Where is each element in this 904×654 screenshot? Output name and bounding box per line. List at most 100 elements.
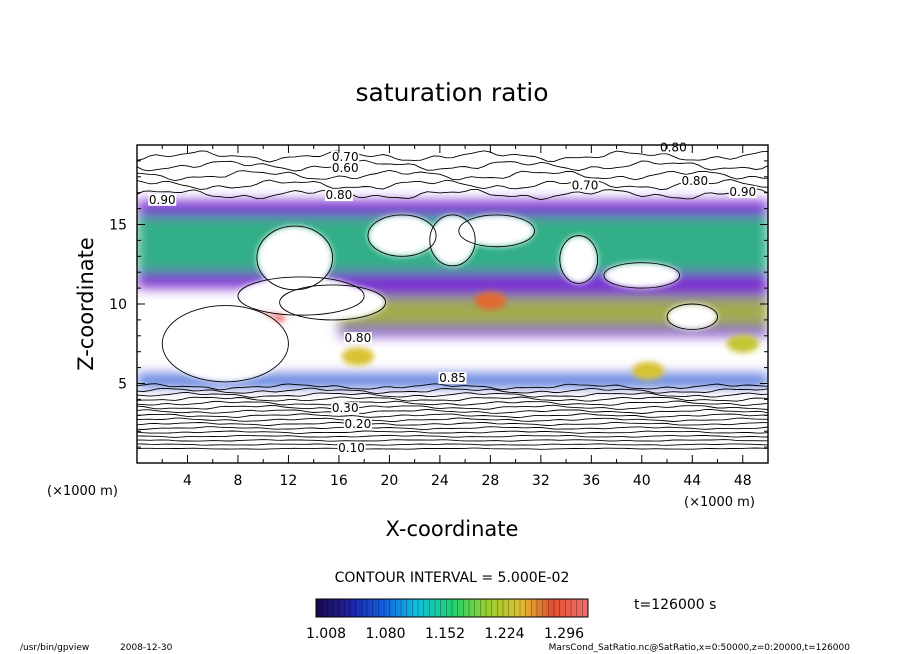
footer-source: MarsCond_SatRatio.nc@SatRatio,x=0:50000,… [549, 643, 851, 653]
contour-label-bg [343, 418, 372, 431]
x-tick-label: 16 [330, 473, 348, 489]
colorbar-tick-label: 1.296 [544, 626, 584, 642]
x-tick-label: 24 [431, 473, 449, 489]
contour-line [137, 391, 768, 398]
contour-label: 0.70 [332, 150, 359, 164]
contour-label-bg [337, 441, 366, 454]
chart-title: saturation ratio [355, 78, 548, 107]
contour-line [137, 421, 768, 426]
colorbar-tick-label: 1.224 [484, 626, 524, 642]
contour-label: 0.70 [572, 179, 599, 193]
contour-line [137, 179, 768, 191]
colorbar-tick-label: 1.008 [306, 626, 346, 642]
colorbar-tick-label: 1.080 [365, 626, 405, 642]
field-subsaturated [559, 235, 598, 284]
colorbar-tick-labels: 1.008 1.080 1.152 1.224 1.296 [306, 626, 584, 642]
contour-label: 0.10 [338, 441, 365, 455]
contour-interval: CONTOUR INTERVAL = 5.000E-02 [335, 570, 570, 586]
x-axis-label: X-coordinate [386, 517, 519, 541]
x-tick-label: 48 [734, 473, 752, 489]
contour-label: 0.90 [729, 185, 756, 199]
contour-line [603, 262, 681, 289]
contour-line [137, 434, 768, 438]
footer-date: 2008-12-30 [120, 643, 173, 653]
contour-line [279, 284, 387, 321]
y-tick-labels: 5 10 15 [109, 218, 127, 393]
contour-label: 0.80 [660, 140, 687, 154]
field-hotspot [341, 347, 374, 366]
x-tick-label: 40 [633, 473, 651, 489]
field-subsaturated [162, 305, 289, 382]
x-tick-label: 28 [481, 473, 499, 489]
contour-label-bg [343, 332, 372, 345]
field-hotspot [474, 291, 507, 310]
contour-line [137, 408, 768, 414]
contour-label: 0.80 [681, 174, 708, 188]
x-unit-right: (×1000 m) [684, 495, 755, 510]
colorbar-tick-label: 1.152 [425, 626, 465, 642]
contour-line [666, 303, 718, 330]
contour-line [137, 383, 768, 391]
contour-line [137, 430, 768, 434]
contour-line [137, 400, 768, 406]
contour-labels: 0.700.600.800.70 0.800.900.90 0.800.800.85… [148, 140, 757, 455]
contour-lines [137, 150, 768, 450]
y-tick-label: 15 [109, 218, 127, 234]
contour-line [458, 214, 535, 248]
contour-label-bg [324, 189, 353, 202]
x-tick-label: 12 [280, 473, 298, 489]
footer-program: /usr/bin/gpview [20, 643, 89, 653]
field-subsaturated [256, 226, 333, 290]
contour-label-bg [331, 402, 360, 415]
x-tick-label: 20 [380, 473, 398, 489]
colorbar [315, 598, 589, 618]
contour-line [137, 396, 768, 402]
field-subsaturated [667, 304, 718, 330]
contour-label-bg [680, 174, 709, 187]
x-tick-labels: 4 8 12 16 20 24 28 32 36 40 44 48 [183, 473, 752, 489]
contour-line [237, 276, 365, 316]
time-label: t=126000 s [634, 597, 716, 613]
contour-label-bg [148, 193, 177, 206]
contour-label: 0.20 [344, 417, 371, 431]
field-hotspot [726, 334, 759, 353]
x-tick-label: 32 [532, 473, 550, 489]
y-tick-label: 5 [118, 377, 127, 393]
contour-line [137, 413, 768, 418]
x-tick-label: 44 [683, 473, 701, 489]
contour-label-bg [331, 162, 360, 175]
contour-label-bg [331, 150, 360, 163]
contour-line [137, 169, 768, 182]
contour-line [137, 417, 768, 422]
contour-line [559, 235, 599, 284]
field-subsaturated [458, 214, 535, 247]
contour-label-bg [571, 179, 600, 192]
x-tick-label: 4 [183, 473, 192, 489]
contour-label: 0.80 [344, 331, 371, 345]
field-subsaturated [237, 276, 365, 316]
saturation-field [137, 200, 768, 387]
contour-label: 0.60 [332, 161, 359, 175]
contour-label: 0.80 [326, 188, 353, 202]
contour-line [429, 214, 476, 267]
x-unit-left: (×1000 m) [47, 484, 118, 499]
field-subsaturated [603, 262, 680, 289]
contour-line [137, 159, 768, 172]
contour-label: 0.30 [332, 401, 359, 415]
x-tick-label: 36 [582, 473, 600, 489]
field-hotspot [632, 361, 665, 380]
contour-line [367, 214, 437, 257]
contour-label-bg [438, 371, 467, 384]
y-tick-label: 10 [109, 297, 127, 313]
x-tick-label: 8 [233, 473, 242, 489]
contour-line [137, 404, 768, 410]
contour-line [137, 443, 768, 446]
contour-line [256, 225, 334, 291]
axis-ticks [137, 145, 768, 463]
field-subsaturated [367, 214, 437, 257]
contour-line [137, 150, 768, 163]
contour-line [137, 426, 768, 430]
contour-line [137, 387, 768, 395]
contour-line [161, 305, 289, 383]
